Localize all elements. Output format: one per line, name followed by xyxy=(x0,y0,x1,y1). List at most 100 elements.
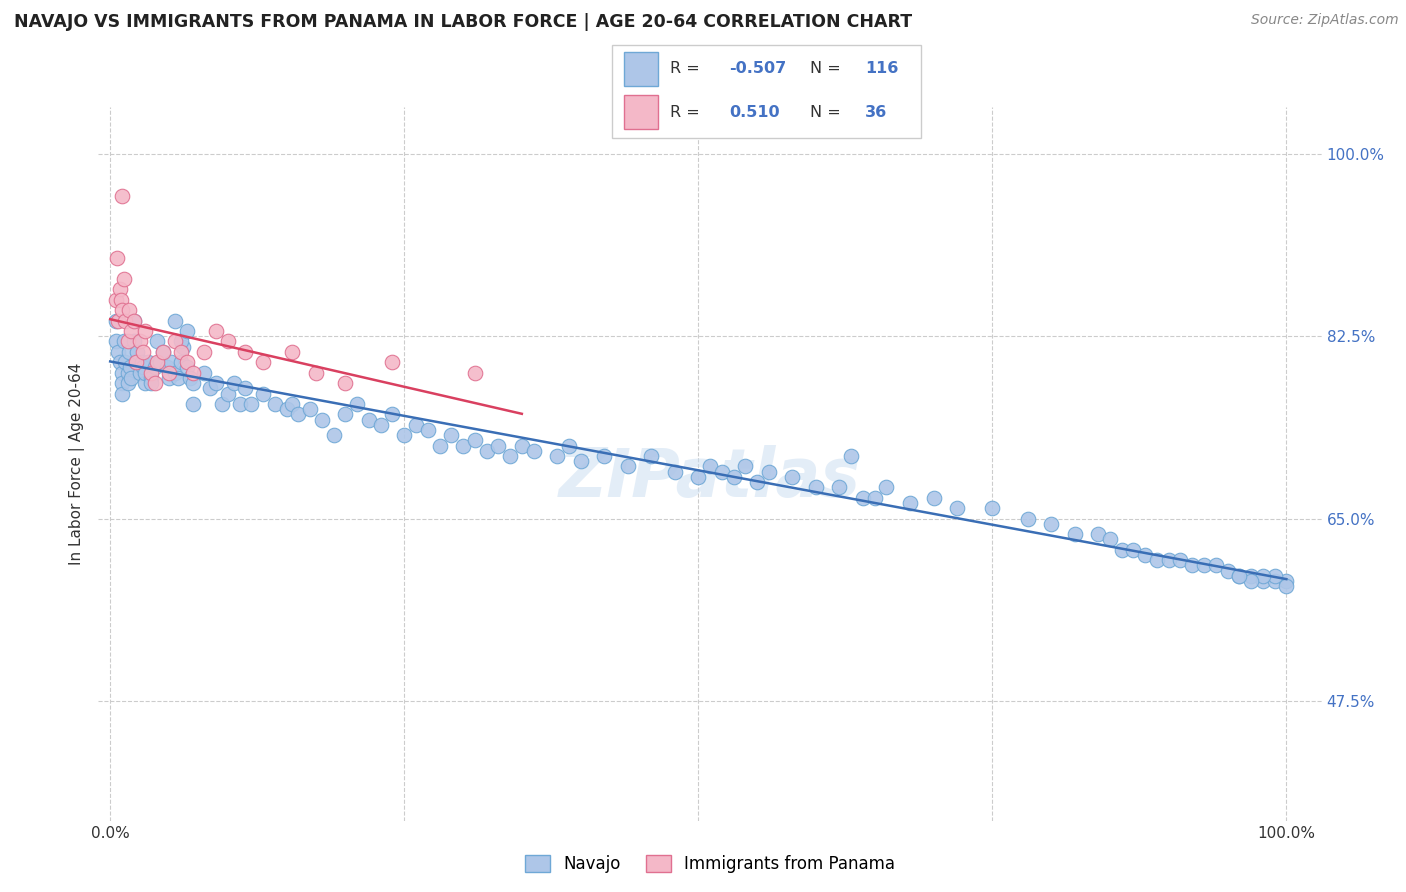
Point xyxy=(499,449,522,463)
Point xyxy=(734,459,756,474)
Point xyxy=(523,443,546,458)
Point xyxy=(381,355,404,369)
Point xyxy=(114,313,136,327)
Point xyxy=(839,449,862,463)
Point xyxy=(146,355,169,369)
Point xyxy=(828,480,851,494)
Point xyxy=(107,313,129,327)
Point xyxy=(143,360,166,375)
Point xyxy=(125,355,148,369)
Point xyxy=(1275,574,1298,588)
Point xyxy=(205,324,228,338)
Point xyxy=(782,470,804,484)
Point xyxy=(122,313,145,327)
Point xyxy=(616,459,638,474)
Point xyxy=(120,360,142,375)
Point xyxy=(134,366,156,380)
Point xyxy=(181,397,204,411)
Point xyxy=(157,371,180,385)
Point xyxy=(172,340,194,354)
Point xyxy=(217,334,239,349)
Point xyxy=(1264,569,1286,583)
Point xyxy=(146,334,169,349)
Point xyxy=(1017,511,1039,525)
Point xyxy=(132,344,155,359)
Text: R =: R = xyxy=(671,104,710,120)
Point xyxy=(176,324,198,338)
Point xyxy=(558,439,581,453)
Point xyxy=(181,366,204,380)
Point xyxy=(211,397,233,411)
Point xyxy=(235,381,257,395)
Point xyxy=(152,344,174,359)
Point xyxy=(105,293,128,307)
Point xyxy=(311,412,333,426)
Point xyxy=(1063,527,1085,541)
Point xyxy=(111,386,134,401)
Point xyxy=(170,355,193,369)
Point xyxy=(143,376,166,390)
Point xyxy=(405,417,427,432)
Point xyxy=(464,366,486,380)
Point xyxy=(235,344,257,359)
Point xyxy=(276,402,298,417)
Point xyxy=(1192,558,1215,573)
Point xyxy=(1205,558,1227,573)
Point xyxy=(381,408,404,422)
Point xyxy=(111,366,134,380)
Point xyxy=(167,371,190,385)
Point xyxy=(392,428,416,442)
Text: NAVAJO VS IMMIGRANTS FROM PANAMA IN LABOR FORCE | AGE 20-64 CORRELATION CHART: NAVAJO VS IMMIGRANTS FROM PANAMA IN LABO… xyxy=(14,13,912,31)
Point xyxy=(117,366,139,380)
Point xyxy=(127,344,149,359)
Point xyxy=(132,360,155,375)
Point xyxy=(163,334,186,349)
Point xyxy=(111,188,134,202)
Point xyxy=(252,355,274,369)
Point xyxy=(163,313,186,327)
FancyBboxPatch shape xyxy=(624,95,658,129)
Point xyxy=(198,381,221,395)
Point xyxy=(163,366,186,380)
Point xyxy=(217,386,239,401)
Point xyxy=(1181,558,1204,573)
Point xyxy=(1227,569,1250,583)
Point xyxy=(370,417,392,432)
Point xyxy=(486,439,509,453)
Point xyxy=(228,397,250,411)
Point xyxy=(157,366,180,380)
Text: -0.507: -0.507 xyxy=(730,62,786,77)
Text: 0.510: 0.510 xyxy=(730,104,780,120)
Point xyxy=(346,397,368,411)
Point xyxy=(1087,527,1109,541)
Point xyxy=(1135,548,1157,562)
Point xyxy=(193,366,215,380)
Point xyxy=(122,313,145,327)
Point xyxy=(1216,564,1239,578)
Point xyxy=(136,355,159,369)
Legend: Navajo, Immigrants from Panama: Navajo, Immigrants from Panama xyxy=(519,848,901,880)
Point xyxy=(131,355,153,369)
Point xyxy=(281,344,304,359)
Point xyxy=(149,355,172,369)
Point xyxy=(118,303,141,318)
Text: Source: ZipAtlas.com: Source: ZipAtlas.com xyxy=(1251,13,1399,28)
Point xyxy=(1157,553,1180,567)
Point xyxy=(699,459,721,474)
Point xyxy=(117,376,139,390)
Point xyxy=(1275,579,1298,593)
Point xyxy=(464,434,486,448)
Point xyxy=(546,449,568,463)
Point xyxy=(299,402,322,417)
Point xyxy=(134,376,156,390)
Point xyxy=(335,408,357,422)
Point xyxy=(112,334,135,349)
Point xyxy=(141,366,163,380)
Point xyxy=(475,443,498,458)
Point xyxy=(122,334,145,349)
Point xyxy=(114,355,136,369)
Point xyxy=(1240,574,1263,588)
Point xyxy=(1170,553,1192,567)
Point xyxy=(1251,574,1274,588)
Point xyxy=(1122,542,1144,557)
